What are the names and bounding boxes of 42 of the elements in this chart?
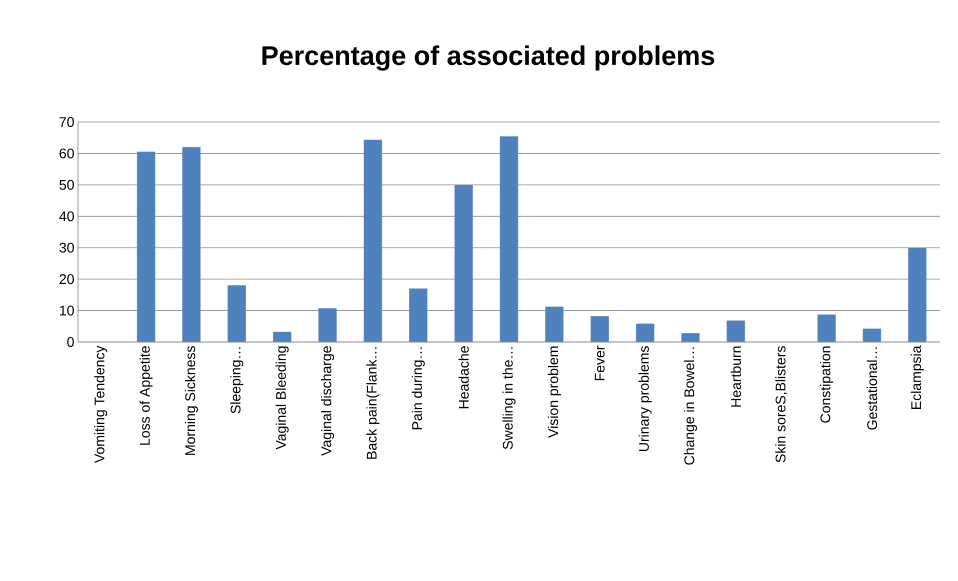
x-tick-label: Eclampsia [910,346,924,409]
x-tick-label: Vomiting Tendency [94,346,108,463]
bar [817,314,836,342]
x-tick-label: Morning Sickness [184,346,198,455]
bar [908,248,927,342]
x-tick-label: Vaginal discharge [321,346,334,456]
x-tick-label: Constipation [820,346,834,423]
x-tick-label: Vaginal Bleeding [276,346,289,450]
chart-title: Percentage of associated problems [262,45,714,71]
x-tick-label: Swelling in the… [502,347,516,450]
bar [182,146,201,342]
bar [364,140,382,342]
bar [500,136,518,342]
x-tick-label: Vision problem [548,346,561,438]
bar [726,320,746,342]
y-tick-label: 30 [59,242,74,253]
y-tick-label: 40 [59,211,74,222]
x-tick-label: Skin soreS,Blisters [775,346,788,462]
bar [318,308,337,342]
y-tick-label: 50 [59,180,74,190]
x-tick-label: Gestational… [866,347,878,430]
bar [136,152,156,342]
y-tick-label: 10 [60,306,74,316]
x-tick-label: Loss of Appetite [140,346,153,445]
x-tick-label: Urinary problems [638,346,652,452]
y-tick-label: 20 [60,274,74,284]
x-tick-label: Sleeping… [230,347,244,414]
x-tick-label: Fever [594,346,605,380]
bar [545,306,564,342]
bar [409,288,428,342]
x-tick-label: Back pain(Flank… [366,347,380,459]
x-tick-label: Heartburn [730,346,741,407]
bar [228,285,246,342]
y-tick-label: 0 [67,337,74,347]
y-tick-label: 60 [60,148,74,158]
bar [590,316,609,342]
bar [454,184,473,342]
x-tick-label: Change in Bowel… [684,347,698,465]
y-tick-label: 70 [60,117,74,127]
x-tick-label: Headache [458,346,469,408]
bar [636,324,654,342]
x-tick-label: Pain during… [412,347,425,430]
